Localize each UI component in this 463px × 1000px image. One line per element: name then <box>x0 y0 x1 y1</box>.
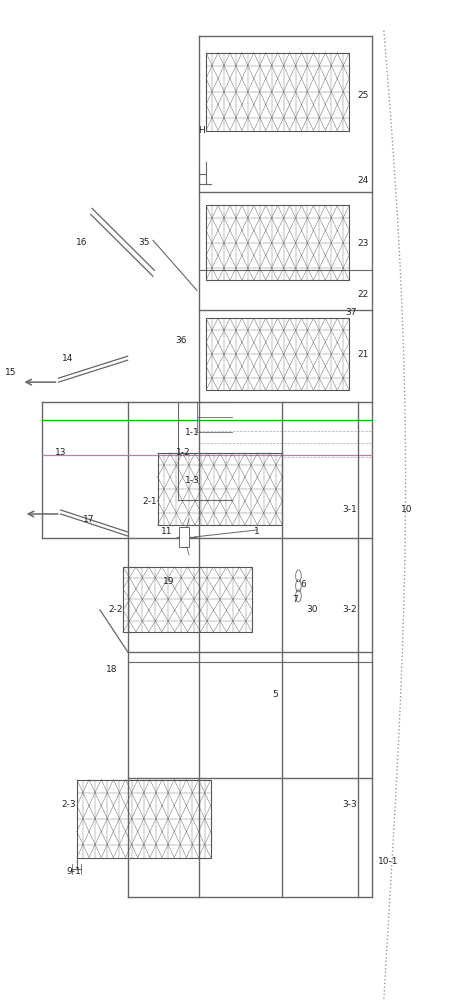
Text: 14: 14 <box>62 354 73 363</box>
Text: 1-1: 1-1 <box>185 428 200 437</box>
Bar <box>206 53 349 131</box>
Text: 3-2: 3-2 <box>342 605 357 614</box>
Text: 3-1: 3-1 <box>342 505 357 514</box>
Text: 9-1: 9-1 <box>66 867 81 876</box>
Text: 6: 6 <box>300 580 306 589</box>
Text: 13: 13 <box>55 448 67 457</box>
Text: 15: 15 <box>5 368 17 377</box>
Text: 19: 19 <box>163 577 175 586</box>
Text: 5: 5 <box>273 690 278 699</box>
Text: 30: 30 <box>307 605 318 614</box>
Text: 25: 25 <box>357 91 369 100</box>
Text: 10-1: 10-1 <box>378 857 399 866</box>
Text: 2-3: 2-3 <box>62 800 76 809</box>
Bar <box>206 318 349 390</box>
Text: 1-2: 1-2 <box>176 448 190 457</box>
Text: 36: 36 <box>175 336 187 345</box>
Text: 17: 17 <box>83 515 94 524</box>
Text: 21: 21 <box>357 350 369 359</box>
Bar <box>157 453 282 525</box>
Text: 22: 22 <box>357 290 369 299</box>
Text: 1: 1 <box>254 527 260 536</box>
Text: 2-1: 2-1 <box>142 497 156 506</box>
Text: 16: 16 <box>76 238 87 247</box>
Text: 1-3: 1-3 <box>185 476 200 485</box>
Text: 7: 7 <box>292 595 298 604</box>
Text: H: H <box>198 126 205 135</box>
Text: 2-2: 2-2 <box>108 605 122 614</box>
Text: 3-3: 3-3 <box>342 800 357 809</box>
Text: 37: 37 <box>345 308 357 317</box>
Text: 10: 10 <box>401 505 413 514</box>
Text: 24: 24 <box>357 176 369 185</box>
Bar <box>179 527 189 547</box>
Bar <box>206 205 349 280</box>
Bar <box>123 567 252 632</box>
Text: 23: 23 <box>357 239 369 248</box>
Bar <box>77 780 211 858</box>
Text: 11: 11 <box>161 527 173 536</box>
Text: 18: 18 <box>106 665 117 674</box>
Text: 35: 35 <box>138 238 150 247</box>
